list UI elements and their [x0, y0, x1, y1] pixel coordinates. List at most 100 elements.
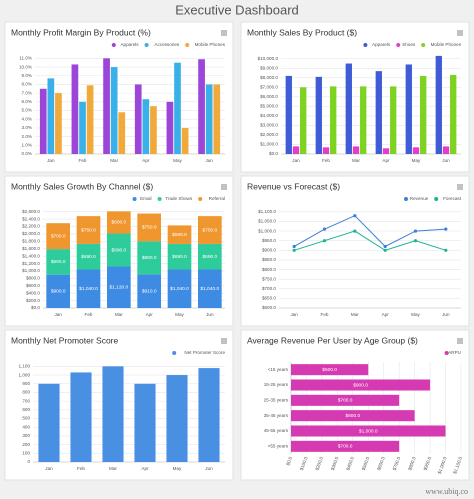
- chart-panel: Monthly Profit Margin By Product (%) Mobi…: [4, 21, 234, 173]
- y-tick-label: $800.0: [26, 276, 40, 281]
- line-marker: [353, 214, 357, 218]
- bar: [134, 383, 156, 462]
- bar: [390, 86, 397, 154]
- bar: [360, 86, 367, 154]
- chart-title: Monthly Sales By Product ($): [247, 27, 357, 37]
- line-marker: [383, 248, 387, 252]
- data-label: $890.0: [111, 247, 126, 253]
- bar: [375, 71, 382, 154]
- bar-segment: [46, 249, 70, 275]
- x-tick-label: $100.0: [299, 456, 309, 471]
- line-marker: [383, 244, 387, 249]
- x-tick-label: Jan: [54, 312, 62, 317]
- line-marker: [322, 239, 327, 243]
- dashboard-title: Executive Dashboard: [175, 2, 299, 17]
- legend-marker: [421, 43, 426, 47]
- bar: [291, 379, 431, 391]
- y-tick-label: >55 years: [268, 444, 289, 449]
- x-tick-label: $300.0: [330, 456, 340, 471]
- y-tick-label: $10,000.0: [258, 56, 279, 61]
- y-tick-label: $1,050.0: [258, 219, 276, 224]
- bar-segment: [198, 243, 222, 270]
- y-tick-label: 25-35 years: [264, 398, 289, 403]
- x-tick-label: $700.0: [392, 456, 402, 471]
- x-tick-label: Apr: [141, 466, 149, 471]
- x-tick-label: $600.0: [376, 456, 386, 471]
- data-label: $500.0: [322, 367, 337, 373]
- y-tick-label: $200.0: [26, 298, 40, 303]
- bar: [71, 64, 79, 154]
- legend-marker: [144, 43, 149, 47]
- y-tick-label: 11.0%: [19, 56, 32, 61]
- bar-segment: [46, 223, 70, 250]
- legend-label: Referral: [209, 196, 225, 201]
- y-tick-label: 4.0%: [22, 116, 32, 121]
- y-tick-label: $700.0: [262, 286, 276, 291]
- bar: [322, 147, 330, 154]
- y-tick-label: 8.0%: [22, 82, 32, 87]
- bar: [102, 366, 124, 462]
- y-tick-label: 35-45 years: [264, 413, 289, 418]
- bar-segment: [76, 269, 101, 308]
- y-tick-label: $800.0: [262, 267, 276, 272]
- line-marker: [444, 227, 448, 231]
- bar: [79, 101, 86, 154]
- bar: [86, 85, 94, 154]
- y-tick-label: $750.0: [262, 276, 276, 281]
- y-tick-label: $950.0: [262, 238, 276, 243]
- bar-segment: [137, 274, 161, 308]
- y-tick-label: 0: [27, 459, 30, 464]
- x-tick-label: $1,000.0: [437, 456, 448, 475]
- x-tick-label: $0.0: [285, 456, 293, 467]
- line-marker: [413, 229, 418, 233]
- x-tick-label: Jun: [205, 466, 213, 471]
- y-tick-label: $600.0: [26, 283, 40, 288]
- y-tick-label: 400: [22, 424, 30, 429]
- data-label: $600.0: [111, 220, 126, 226]
- data-label: $900.0: [353, 382, 368, 388]
- data-label: $1,000.0: [359, 428, 378, 434]
- legend-marker: [404, 197, 408, 201]
- x-tick-label: $800.0: [407, 456, 417, 471]
- y-tick-label: $2,600.0: [22, 209, 40, 214]
- bar: [435, 55, 442, 154]
- data-label: $750.0: [202, 227, 217, 233]
- bar: [442, 146, 450, 154]
- y-tick-label: $8,000.0: [260, 75, 278, 80]
- y-tick-label: 1,100: [19, 364, 31, 369]
- chart-panel: Monthly Sales By Product ($) Mobile Phone…: [240, 21, 470, 173]
- line-series: [294, 230, 446, 251]
- x-tick-label: Mar: [351, 312, 359, 317]
- legend-label: Mobile Phones: [431, 42, 462, 47]
- legend-label: Email: [140, 196, 152, 201]
- bar: [150, 106, 157, 154]
- chart-panel: Monthly Net Promoter Score Net Promoter S…: [4, 329, 234, 481]
- x-tick-label: Jan: [47, 158, 55, 163]
- y-tick-label: 9.0%: [22, 73, 32, 78]
- bar: [205, 84, 213, 154]
- bar-segment: [76, 243, 101, 270]
- data-label: $700.0: [338, 444, 353, 450]
- x-tick-label: Jan: [292, 158, 300, 163]
- bar: [291, 364, 369, 376]
- y-tick-label: 45-55 years: [264, 428, 289, 433]
- data-label: $910.0: [142, 288, 157, 294]
- y-tick-label: 900: [22, 381, 30, 386]
- x-tick-label: May: [412, 158, 421, 163]
- bar: [405, 64, 412, 154]
- legend-marker: [157, 197, 162, 201]
- line-marker: [413, 239, 418, 243]
- y-tick-label: 300: [22, 433, 30, 438]
- bar: [39, 88, 47, 154]
- bar-segment: [198, 269, 222, 308]
- line-marker: [292, 248, 296, 252]
- y-tick-label: 500: [22, 416, 30, 421]
- bar-segment: [167, 269, 192, 308]
- x-tick-label: Feb: [77, 466, 85, 471]
- data-label: $1,040.0: [170, 286, 189, 292]
- bar: [142, 99, 150, 154]
- y-tick-label: $850.0: [262, 257, 276, 262]
- legend-marker: [185, 43, 190, 47]
- y-tick-label: $650.0: [262, 296, 276, 301]
